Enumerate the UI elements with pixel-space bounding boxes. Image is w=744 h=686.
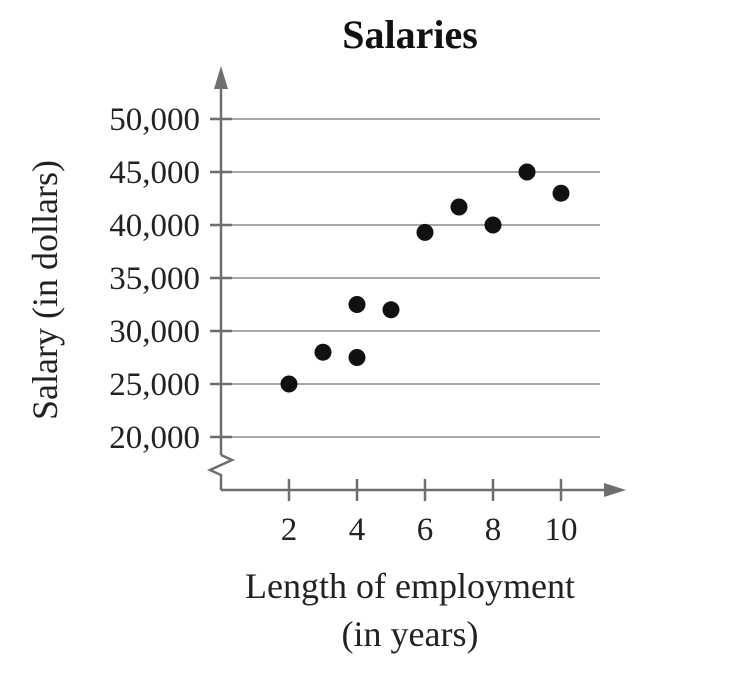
data-points	[280, 163, 570, 393]
data-point	[450, 198, 468, 216]
y-tick-label: 40,000	[109, 208, 200, 244]
data-point	[382, 301, 400, 319]
x-ticks: 2 4 6 8 10	[281, 479, 578, 548]
data-point	[416, 223, 434, 241]
y-tick-label: 20,000	[109, 420, 200, 456]
chart-title: Salaries	[342, 12, 478, 57]
axes	[206, 66, 626, 497]
y-ticks: 20,000 25,000 30,000 35,000 40,000 45,000 50,0…	[109, 102, 232, 456]
x-tick-label: 2	[281, 512, 298, 548]
data-point	[348, 349, 366, 366]
y-axis-label: Salary (in dollars)	[25, 160, 65, 420]
x-axis-label-line-1: Length of employment	[245, 566, 575, 606]
y-axis-arrow	[214, 66, 228, 89]
y-tick-label: 45,000	[109, 155, 200, 191]
y-tick-label: 30,000	[109, 314, 200, 350]
x-tick-label: 4	[349, 512, 366, 548]
x-tick-label: 6	[417, 512, 434, 548]
data-point	[518, 163, 536, 181]
x-axis-label-line-2: (in years)	[342, 614, 479, 654]
data-point	[348, 296, 366, 313]
y-tick-label: 50,000	[109, 102, 200, 138]
data-point	[484, 216, 502, 234]
data-point	[314, 343, 332, 361]
y-axis-break	[206, 453, 236, 490]
y-tick-label: 25,000	[109, 367, 200, 403]
x-tick-label: 10	[545, 512, 578, 548]
y-tick-label: 35,000	[109, 261, 200, 297]
gridlines	[221, 118, 600, 438]
data-point	[552, 184, 570, 202]
x-axis-arrow	[604, 483, 626, 497]
data-point	[280, 375, 298, 393]
x-tick-label: 8	[485, 512, 502, 548]
